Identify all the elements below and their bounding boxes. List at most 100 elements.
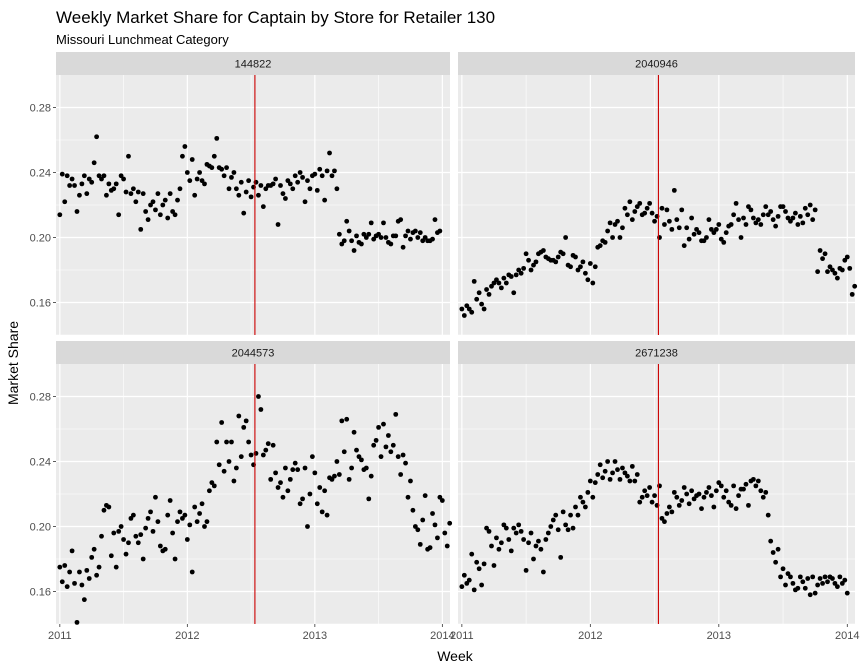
- data-point: [248, 452, 254, 458]
- data-point: [743, 222, 749, 227]
- data-point: [138, 532, 144, 538]
- data-point: [405, 494, 411, 500]
- data-point: [627, 199, 633, 205]
- data-point: [270, 442, 276, 448]
- data-point: [760, 212, 766, 218]
- data-point: [469, 551, 475, 557]
- data-point: [706, 217, 712, 223]
- data-point: [750, 215, 756, 221]
- data-point: [214, 439, 220, 445]
- data-point: [568, 512, 573, 518]
- data-point: [300, 496, 305, 502]
- data-point: [558, 554, 564, 560]
- data-point: [79, 582, 85, 588]
- data-point: [763, 204, 769, 210]
- data-point: [681, 485, 687, 490]
- y-tick-label: 0.16: [30, 298, 51, 310]
- data-point: [632, 209, 638, 214]
- data-point: [319, 509, 325, 515]
- data-point: [177, 509, 183, 515]
- data-point: [297, 501, 303, 507]
- data-point: [815, 269, 821, 275]
- data-point: [837, 574, 843, 580]
- data-point: [627, 478, 633, 484]
- data-point: [659, 515, 665, 521]
- data-point: [403, 460, 408, 466]
- data-point: [209, 165, 215, 171]
- data-point: [405, 228, 411, 234]
- data-point: [461, 572, 467, 578]
- y-tick-label: 0.20: [30, 233, 51, 245]
- facet-strip-label: 2671238: [635, 348, 678, 360]
- data-point: [555, 254, 561, 260]
- data-point: [849, 291, 855, 297]
- data-point: [518, 528, 524, 534]
- data-point: [652, 218, 657, 224]
- data-point: [533, 543, 539, 549]
- data-point: [647, 485, 653, 490]
- data-point: [511, 290, 517, 296]
- data-point: [553, 259, 559, 265]
- data-point: [671, 187, 677, 193]
- data-point: [202, 181, 207, 187]
- data-point: [634, 204, 640, 210]
- data-point: [494, 277, 499, 283]
- data-point: [89, 179, 95, 185]
- data-point: [72, 580, 77, 586]
- data-point: [634, 472, 640, 477]
- data-point: [802, 205, 808, 211]
- data-point: [354, 233, 359, 239]
- data-point: [701, 238, 707, 244]
- data-point: [617, 235, 623, 240]
- data-point: [612, 222, 618, 227]
- data-point: [763, 489, 769, 495]
- data-point: [204, 519, 210, 525]
- data-point: [479, 582, 485, 588]
- data-point: [172, 212, 178, 218]
- data-point: [437, 494, 443, 500]
- data-point: [390, 442, 396, 448]
- data-point: [607, 220, 613, 226]
- data-point: [521, 537, 527, 542]
- panels-layer: 144822 0.16 0.20 0.24 0.28 2040946 2044573 0.16…: [30, 52, 860, 642]
- data-point: [620, 465, 625, 471]
- data-point: [69, 176, 75, 182]
- data-point: [570, 525, 576, 531]
- data-point: [721, 239, 727, 245]
- data-point: [580, 259, 586, 265]
- data-point: [329, 173, 335, 179]
- data-point: [716, 222, 722, 227]
- data-point: [126, 153, 131, 159]
- data-point: [726, 499, 732, 505]
- data-point: [349, 465, 355, 471]
- data-point: [573, 504, 578, 510]
- data-point: [624, 473, 630, 479]
- data-point: [256, 394, 261, 399]
- data-point: [145, 217, 151, 223]
- x-tick-label: 2014: [835, 630, 859, 642]
- data-point: [280, 191, 286, 197]
- data-point: [378, 235, 384, 240]
- data-point: [395, 454, 401, 460]
- data-point: [69, 548, 75, 554]
- data-point: [280, 494, 286, 500]
- data-point: [662, 222, 667, 227]
- data-point: [187, 178, 193, 184]
- data-point: [516, 522, 522, 528]
- data-point: [466, 577, 472, 583]
- data-point: [376, 231, 381, 237]
- data-point: [590, 280, 596, 286]
- data-point: [526, 257, 531, 263]
- y-tick-label: 0.24: [30, 168, 51, 180]
- data-point: [430, 236, 435, 242]
- data-point: [765, 512, 771, 518]
- data-point: [501, 522, 507, 528]
- data-point: [585, 277, 591, 283]
- data-point: [99, 176, 104, 182]
- data-point: [659, 205, 665, 211]
- data-point: [292, 173, 298, 179]
- data-point: [540, 248, 546, 253]
- data-point: [116, 212, 122, 218]
- data-point: [398, 217, 404, 223]
- y-tick-label: 0.28: [30, 103, 51, 115]
